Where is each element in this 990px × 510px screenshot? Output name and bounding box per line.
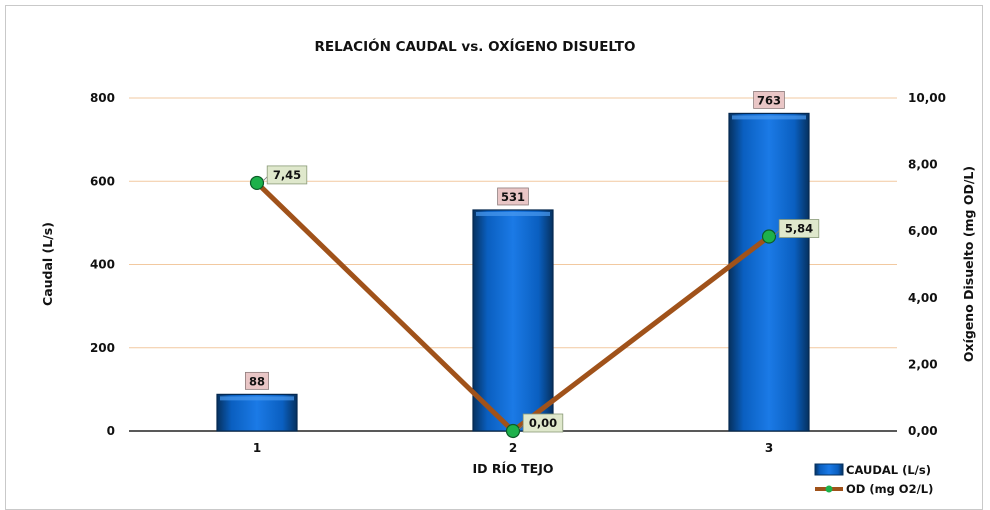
y2-tick-label: 4,00 bbox=[908, 291, 938, 305]
bar-data-label: 531 bbox=[501, 190, 525, 204]
y2-axis-title: Oxígeno Disuelto (mg OD/L) bbox=[961, 166, 976, 362]
legend-swatch-od-marker bbox=[825, 485, 833, 493]
od-data-label-box bbox=[522, 413, 564, 433]
legend-swatch-caudal bbox=[814, 463, 844, 476]
y2-tick-label: 2,00 bbox=[908, 357, 938, 371]
bar-series bbox=[216, 112, 810, 432]
od-data-label: 0,00 bbox=[529, 416, 557, 430]
data-labels: 88 531 763 7,45 0,00 5,84 bbox=[244, 91, 820, 433]
od-data-label: 7,45 bbox=[273, 168, 301, 182]
bar bbox=[216, 393, 298, 432]
legend-label-caudal: CAUDAL (L/s) bbox=[846, 463, 931, 477]
y-tick-label: 400 bbox=[90, 258, 115, 272]
bar bbox=[472, 209, 554, 432]
x-axis-title: ID RÍO TEJO bbox=[473, 461, 554, 476]
od-marker bbox=[761, 229, 777, 244]
legend-item-od: OD (mg O2/L) bbox=[815, 482, 933, 496]
bar bbox=[728, 112, 810, 432]
y-axis-ticks: 0 200 400 600 800 bbox=[90, 91, 115, 438]
chart-frame: RELACIÓN CAUDAL vs. OXÍGENO DISUELTO 0 20… bbox=[5, 5, 983, 510]
bar-data-label: 88 bbox=[249, 374, 265, 388]
od-marker bbox=[505, 423, 521, 439]
od-data-label-box bbox=[266, 165, 308, 185]
y-axis-title: Caudal (L/s) bbox=[40, 222, 55, 306]
y-tick-label: 0 bbox=[107, 424, 115, 438]
bar-data-label-box bbox=[497, 187, 529, 206]
x-tick-label: 1 bbox=[253, 441, 261, 455]
x-tick-label: 2 bbox=[509, 441, 517, 455]
bar-data-label: 763 bbox=[757, 93, 781, 107]
line-series bbox=[249, 175, 777, 439]
combo-chart: RELACIÓN CAUDAL vs. OXÍGENO DISUELTO 020… bbox=[40, 37, 976, 496]
chart-title: RELACIÓN CAUDAL vs. OXÍGENO DISUELTO bbox=[315, 37, 636, 55]
y-tick-label: 800 bbox=[90, 91, 115, 105]
legend: CAUDAL (L/s) OD (mg O2/L) bbox=[814, 463, 933, 496]
legend-label-od: OD (mg O2/L) bbox=[846, 482, 933, 496]
bar-data-label-box bbox=[244, 371, 269, 390]
x-axis-ticks: 1 2 3 bbox=[253, 441, 773, 455]
y-tick-label: 600 bbox=[90, 174, 115, 188]
y2-tick-label: 0,00 bbox=[908, 424, 938, 438]
bar-highlight bbox=[732, 115, 806, 120]
od-data-label: 5,84 bbox=[785, 222, 813, 236]
y2-axis-ticks: 0,00 2,00 4,00 6,00 8,00 10,00 bbox=[908, 91, 946, 438]
y2-tick-label: 8,00 bbox=[908, 158, 938, 172]
od-marker bbox=[249, 175, 265, 191]
bar-highlight bbox=[220, 396, 294, 401]
y2-tick-label: 6,00 bbox=[908, 224, 938, 238]
x-tick-label: 3 bbox=[765, 441, 773, 455]
od-data-label-box bbox=[778, 219, 820, 238]
bar-highlight bbox=[476, 211, 550, 216]
y-tick-label: 200 bbox=[90, 341, 115, 355]
y2-tick-label: 10,00 bbox=[908, 91, 946, 105]
legend-item-caudal: CAUDAL (L/s) bbox=[814, 463, 931, 477]
bar-data-label-box bbox=[753, 91, 785, 109]
